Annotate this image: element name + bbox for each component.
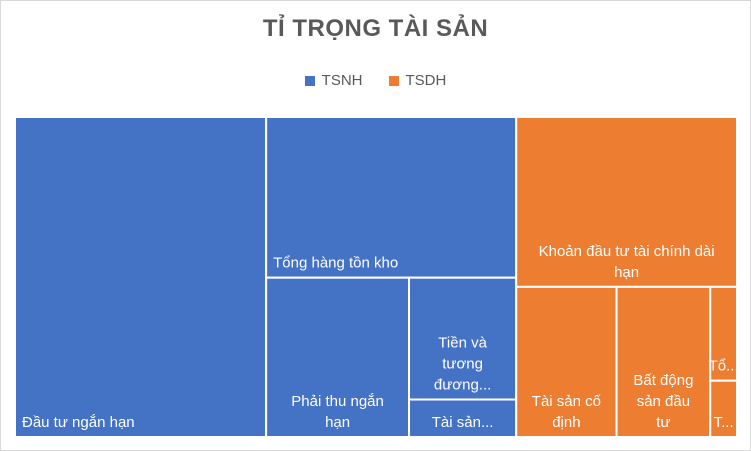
treemap-tile-5-label: Khoản đầu tư tài chính dài hạn <box>539 243 715 281</box>
treemap-tile-1 <box>265 116 518 279</box>
treemap-tile-6 <box>515 285 618 438</box>
legend-item-tsdh: TSDH <box>388 72 447 89</box>
treemap-tile-4-label: Tài sản... <box>432 414 494 431</box>
treemap-tile-1-label: Tổng hàng tồn kho <box>273 255 398 272</box>
treemap-tile-3-label: Tiền và tương đương... <box>434 335 491 394</box>
treemap-tile-4 <box>408 398 518 439</box>
treemap-tile-9-label: T... <box>714 414 734 431</box>
legend-swatch-tsnh <box>304 75 315 86</box>
chart-legend: TSNH TSDH <box>1 72 750 89</box>
treemap-tile-8-label: Tổ... <box>709 358 739 375</box>
legend-label-tsnh: TSNH <box>321 72 363 89</box>
legend-swatch-tsdh <box>388 75 399 86</box>
treemap-tile-9 <box>709 379 738 439</box>
treemap-tile-2-label: Phải thu ngắn hạn <box>291 393 384 431</box>
chart-title: TỈ TRỌNG TÀI SẢN <box>262 15 489 42</box>
legend-item-tsnh: TSNH <box>304 72 363 89</box>
treemap-tile-6-label: Tài sản cố định <box>532 393 602 431</box>
treemap-tile-0 <box>14 116 268 438</box>
treemap-tile-0-label: Đầu tư ngắn hạn <box>22 414 135 431</box>
treemap-tile-8 <box>709 285 738 382</box>
treemap-tile-7-label: Bất động sản đầu tư <box>633 372 693 431</box>
treemap-tile-2 <box>265 276 411 439</box>
legend-label-tsdh: TSDH <box>405 72 447 89</box>
treemap-tile-5 <box>515 116 738 288</box>
